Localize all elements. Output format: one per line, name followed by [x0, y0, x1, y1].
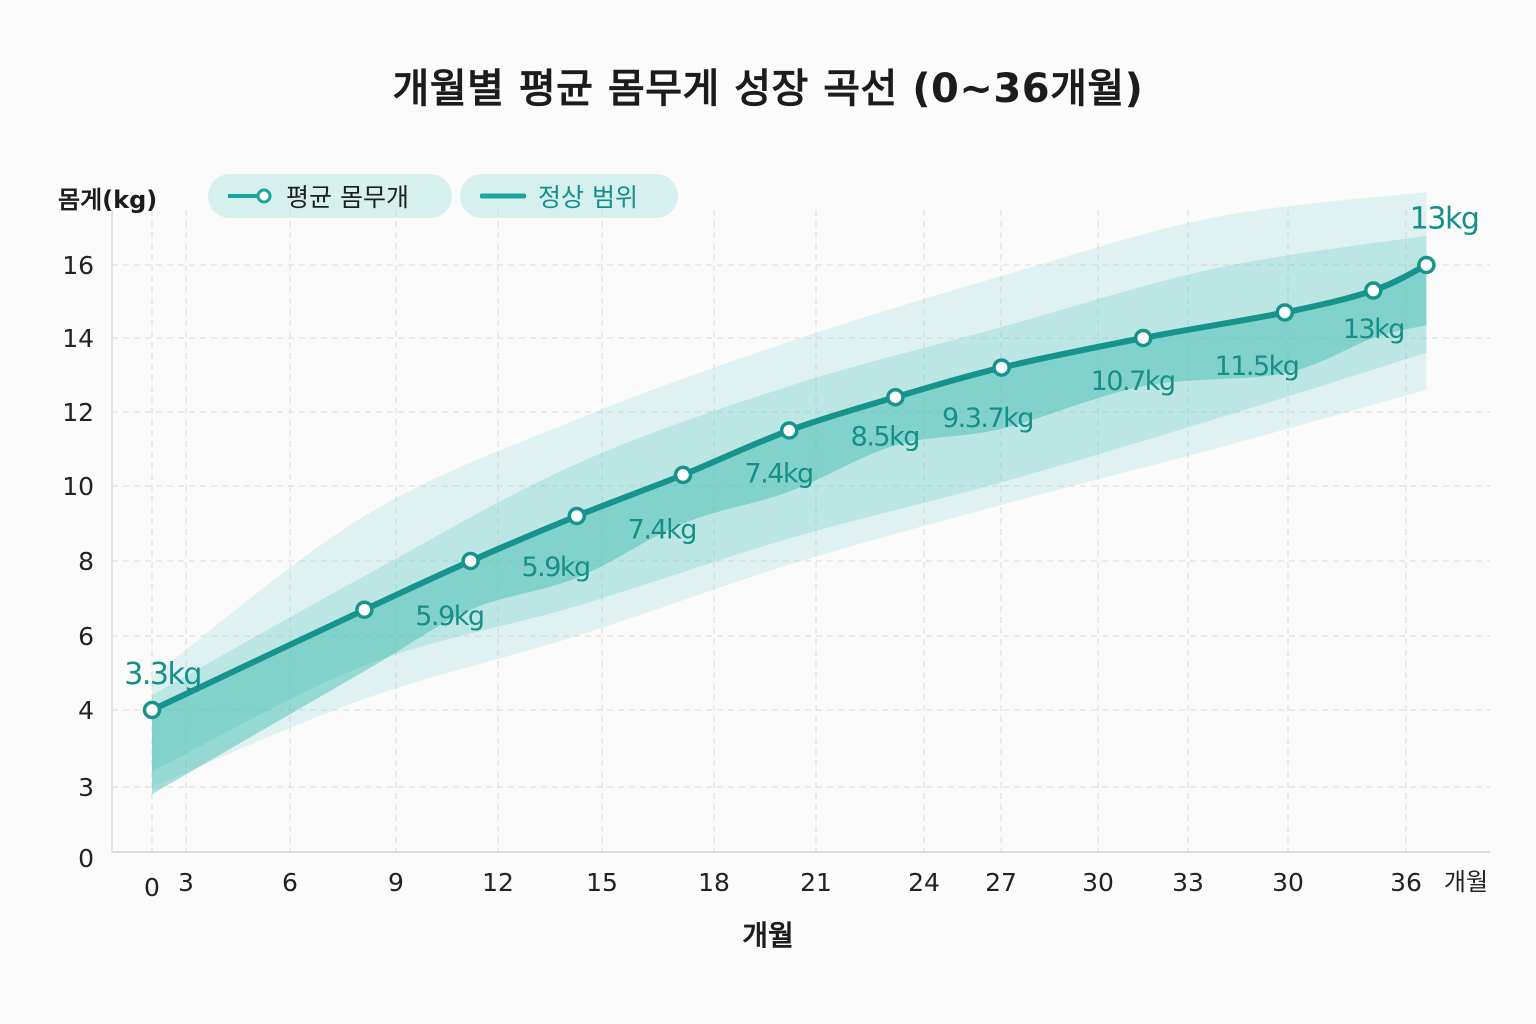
x-tick-label: 6 — [282, 868, 298, 897]
normal-range-inner-band — [152, 235, 1427, 772]
x-axis-label: 개월 — [742, 919, 794, 952]
data-label: 13kg — [1343, 314, 1404, 345]
x-tick-label: 9 — [388, 868, 404, 897]
data-point — [992, 358, 1011, 377]
x-tick-label: 30 — [1082, 868, 1114, 897]
line-marker-icon — [228, 188, 272, 204]
legend-item-normal-range[interactable]: 정상 범위 — [460, 174, 678, 218]
data-label: 9.3.7kg — [942, 403, 1033, 434]
x-tick-label: 12 — [482, 868, 514, 897]
normal-range-outer-band — [152, 192, 1427, 787]
data-point — [1275, 303, 1295, 322]
data-point — [886, 387, 905, 407]
data-label: 3.3kg — [124, 657, 201, 692]
y-axis-label: 몸게(kg) — [58, 186, 158, 214]
y-tick-label: 0 — [78, 844, 94, 873]
chart-title: 개월별 평균 몸무게 성장 곡선 (0~36개월) — [392, 66, 1144, 112]
data-label: 5.9kg — [415, 601, 483, 632]
x-tick-label: 36 — [1390, 868, 1422, 897]
data-label: 7.4kg — [744, 458, 812, 489]
data-point — [779, 421, 799, 440]
x-tick-label: 21 — [800, 868, 832, 897]
data-label: 10.7kg — [1091, 366, 1175, 397]
x-tick-label: 15 — [586, 868, 618, 897]
data-label: 5.9kg — [521, 552, 589, 583]
x-tick-label: 3 — [178, 868, 194, 897]
y-tick-label: 3 — [78, 773, 94, 802]
data-label: 7.4kg — [628, 515, 696, 546]
y-tick-label: 8 — [78, 547, 94, 576]
data-point — [1133, 328, 1153, 348]
mean-shaded-fill — [152, 265, 1427, 795]
data-point — [1417, 255, 1436, 275]
data-point — [567, 506, 587, 526]
band-line-icon — [480, 193, 526, 199]
x-unit-label: 개월 — [1444, 868, 1488, 896]
grid-lines — [112, 210, 1490, 852]
data-point — [673, 465, 693, 485]
data-label: 11.5kg — [1215, 351, 1299, 382]
data-point — [355, 600, 374, 619]
y-tick-label: 10 — [62, 472, 94, 501]
legend-label: 평균 몸무개 — [286, 183, 409, 212]
data-label: 8.5kg — [851, 421, 919, 452]
x-tick-label: 18 — [698, 868, 730, 897]
data-point — [1364, 281, 1383, 300]
data-point — [142, 700, 162, 720]
x-tick-label: 27 — [985, 868, 1017, 897]
legend-label: 정상 범위 — [538, 183, 638, 212]
x-tick-label: 33 — [1172, 868, 1204, 897]
x-tick-label: 30 — [1272, 868, 1304, 897]
y-tick-label: 12 — [62, 398, 94, 427]
legend-item-mean-weight[interactable]: 평균 몸무개 — [208, 174, 452, 218]
y-tick-label: 14 — [62, 324, 94, 353]
mean-weight-line — [149, 262, 1430, 713]
y-tick-label: 16 — [62, 251, 94, 280]
data-point — [461, 551, 480, 571]
x-tick-label: 24 — [908, 868, 940, 897]
x-tick-label: 0 — [144, 873, 160, 902]
y-tick-label: 6 — [78, 622, 94, 651]
y-tick-label: 4 — [78, 696, 94, 725]
data-label: 13kg — [1410, 202, 1479, 237]
